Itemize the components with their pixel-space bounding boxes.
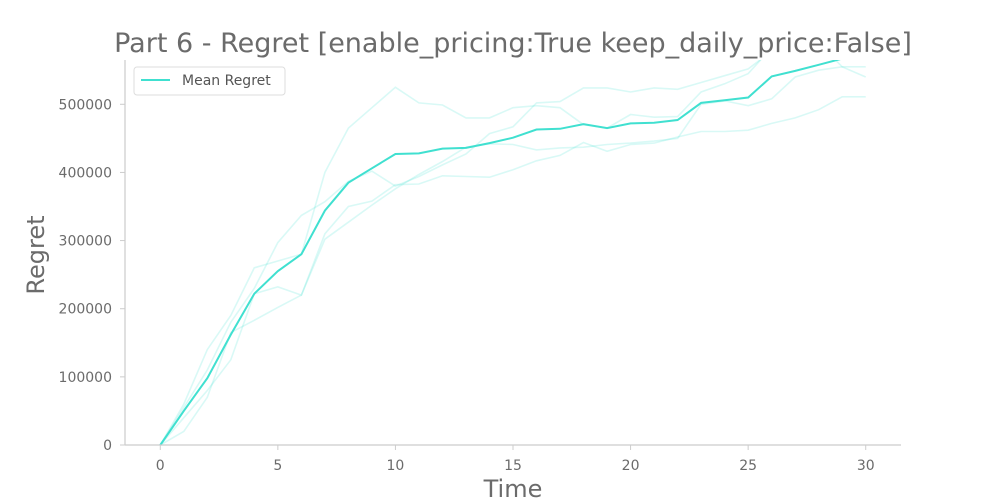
- x-tick-label: 15: [504, 458, 522, 474]
- series-layer: [159, 60, 867, 446]
- mean-regret-line: [159, 60, 841, 446]
- run-line-4: [159, 66, 866, 446]
- y-tick-label: 100000: [59, 370, 112, 386]
- legend-box: [133, 66, 286, 96]
- x-axis-label: Time: [483, 475, 543, 500]
- run-line-2: [159, 60, 762, 446]
- y-axis-label: Regret: [22, 215, 50, 294]
- y-tick-label: 400000: [59, 165, 112, 181]
- x-tick-label: 5: [273, 458, 282, 474]
- x-tick-label: 0: [156, 458, 165, 474]
- y-tick-label: 200000: [59, 302, 112, 318]
- run-line-1: [159, 60, 867, 446]
- x-tick-label: 25: [739, 458, 757, 474]
- x-ticks: 0 5 10 15 20 25 30: [156, 445, 875, 474]
- legend: Mean Regret: [133, 66, 286, 96]
- y-tick-label: 0: [103, 438, 112, 454]
- x-tick-label: 20: [622, 458, 640, 474]
- chart-title: Part 6 - Regret [enable_pricing:True kee…: [114, 28, 912, 59]
- legend-mean-label: Mean Regret: [182, 73, 271, 89]
- run-line-3: [159, 96, 866, 446]
- x-tick-label: 30: [857, 458, 875, 474]
- x-tick-label: 10: [387, 458, 405, 474]
- y-tick-label: 300000: [59, 234, 112, 250]
- y-ticks: 0 100000 200000 300000 400000 500000: [59, 97, 125, 454]
- y-tick-label: 500000: [59, 97, 112, 113]
